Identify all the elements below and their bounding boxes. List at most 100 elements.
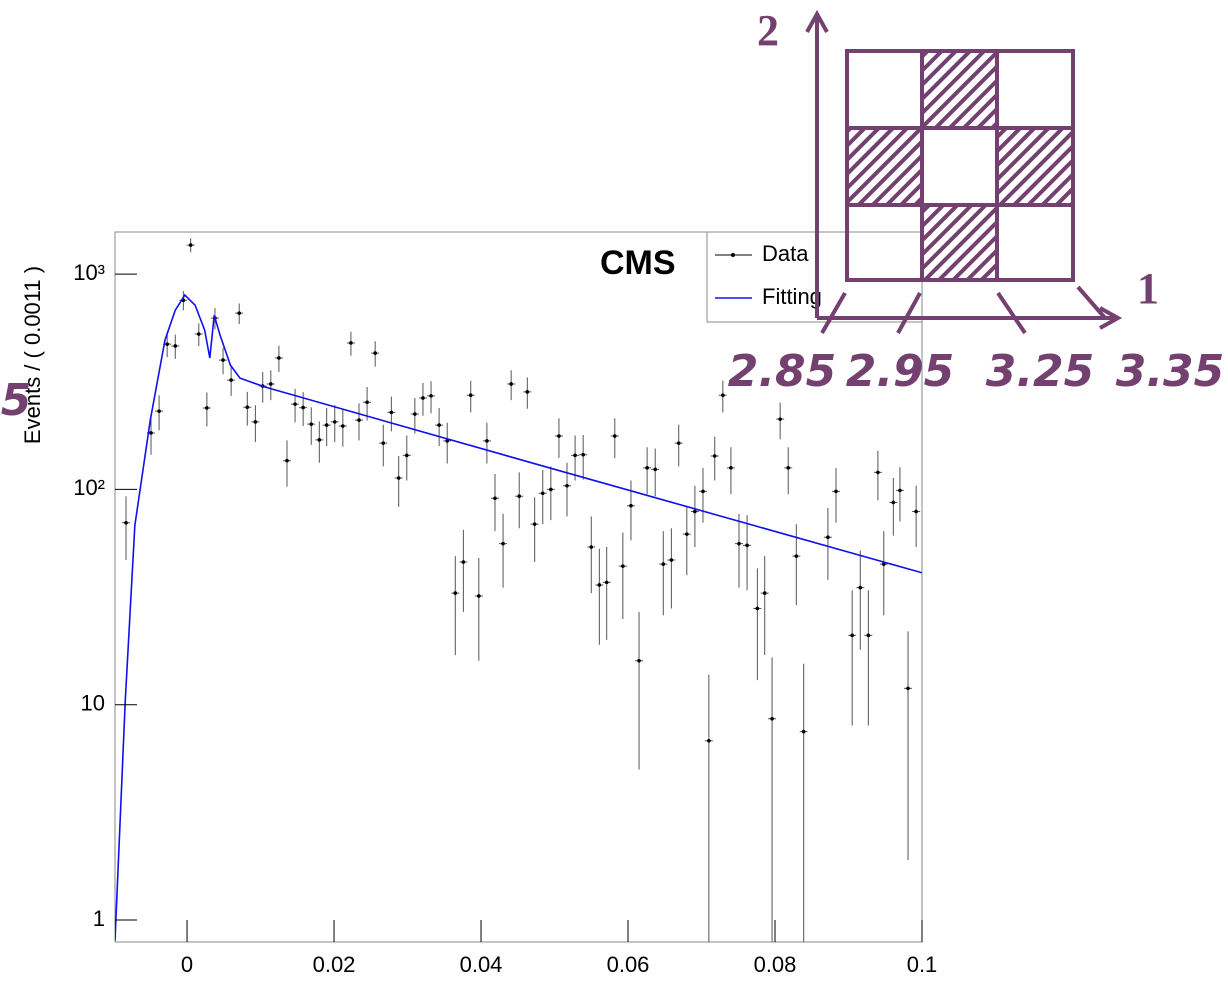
data-point xyxy=(517,494,522,499)
error-bar xyxy=(587,516,596,594)
data-point xyxy=(485,439,489,443)
fit-line xyxy=(115,293,922,941)
data-point xyxy=(778,417,782,421)
error-bar xyxy=(873,450,882,501)
data-point xyxy=(525,390,530,394)
data-point xyxy=(669,558,674,562)
data-point xyxy=(914,509,918,514)
error-bar xyxy=(355,403,364,441)
x-tick-label: 0.06 xyxy=(607,952,650,977)
data-point xyxy=(707,738,711,743)
data-point xyxy=(285,458,289,463)
data-point xyxy=(253,420,258,424)
cms-label: CMS xyxy=(600,244,676,282)
data-point xyxy=(317,438,322,442)
error-bar xyxy=(338,409,347,447)
error-bar xyxy=(856,550,865,650)
x-tick-label: 0.02 xyxy=(313,952,356,977)
error-bar xyxy=(618,532,627,620)
legend: Data Fitting xyxy=(706,231,923,323)
data-point xyxy=(565,483,569,488)
data-point xyxy=(604,580,609,585)
data-point xyxy=(701,489,705,494)
data-point xyxy=(509,382,513,386)
data-point xyxy=(693,509,697,514)
data-point xyxy=(173,344,178,348)
data-point xyxy=(157,409,161,413)
x-tick-label: 0 xyxy=(181,952,193,977)
data-point xyxy=(661,562,666,566)
hatched-cell xyxy=(847,128,922,205)
data-point xyxy=(629,503,633,508)
error-bar xyxy=(879,531,888,616)
data-point xyxy=(557,434,561,438)
legend-box xyxy=(706,231,923,323)
error-bar xyxy=(704,674,713,942)
data-point xyxy=(794,554,799,558)
data-point xyxy=(229,378,233,382)
error-bar xyxy=(743,515,752,591)
data-point xyxy=(745,543,749,548)
error-bar xyxy=(538,470,547,525)
data-point xyxy=(165,342,169,346)
error-bar xyxy=(394,455,403,507)
overlay-axis-label: 1 xyxy=(1137,264,1159,313)
error-bar xyxy=(122,496,131,561)
bin-edge-label: 3.35 xyxy=(1116,346,1225,397)
data-point xyxy=(437,423,441,427)
data-point xyxy=(149,431,153,435)
error-bar xyxy=(659,531,668,616)
data-point xyxy=(685,532,689,536)
error-bar xyxy=(579,435,588,480)
data-point xyxy=(396,476,401,480)
data-point xyxy=(445,439,450,443)
data-point xyxy=(332,420,337,424)
error-bar xyxy=(595,548,604,645)
data-point xyxy=(381,441,386,445)
x-tick-label: 0.1 xyxy=(907,952,938,977)
error-bar xyxy=(474,558,483,661)
x-tick-label: 0.04 xyxy=(460,952,503,977)
legend-swatch xyxy=(731,253,735,257)
data-point xyxy=(324,423,329,427)
diagram-axes xyxy=(805,9,1123,330)
error-bar xyxy=(554,418,563,458)
error-bar xyxy=(490,473,499,532)
error-bar xyxy=(499,513,508,588)
hatched-cell xyxy=(922,205,997,280)
data-point xyxy=(501,541,505,546)
y-axis-label: Events / ( 0.0011 ) xyxy=(20,266,45,444)
data-point xyxy=(532,522,537,526)
y-tick-label: 10² xyxy=(73,475,105,500)
error-bar xyxy=(864,590,873,726)
data-point xyxy=(493,496,497,501)
error-bar xyxy=(315,421,324,463)
data-point xyxy=(876,470,880,475)
data-point xyxy=(373,351,377,355)
data-point xyxy=(801,729,806,734)
data-point xyxy=(124,520,128,525)
data-point xyxy=(645,466,649,470)
data-point xyxy=(866,633,871,638)
data-point xyxy=(834,489,838,494)
grid-outline xyxy=(845,49,1075,282)
legend-label: Fitting xyxy=(762,284,822,309)
error-bar xyxy=(443,422,452,464)
data-point xyxy=(786,466,791,470)
error-bar xyxy=(895,467,904,522)
data-point xyxy=(762,591,767,595)
data-point xyxy=(770,716,774,721)
data-point xyxy=(453,591,458,595)
plot-frame xyxy=(114,231,923,943)
data-point xyxy=(357,418,361,422)
data-point xyxy=(737,541,741,546)
data-point xyxy=(188,243,193,247)
data-point xyxy=(269,382,273,386)
error-bar xyxy=(784,447,793,495)
data-point xyxy=(721,393,725,398)
bin-edge-marks xyxy=(820,285,1107,335)
data-point xyxy=(477,594,481,598)
error-bar xyxy=(904,631,913,860)
error-bar xyxy=(710,436,719,481)
